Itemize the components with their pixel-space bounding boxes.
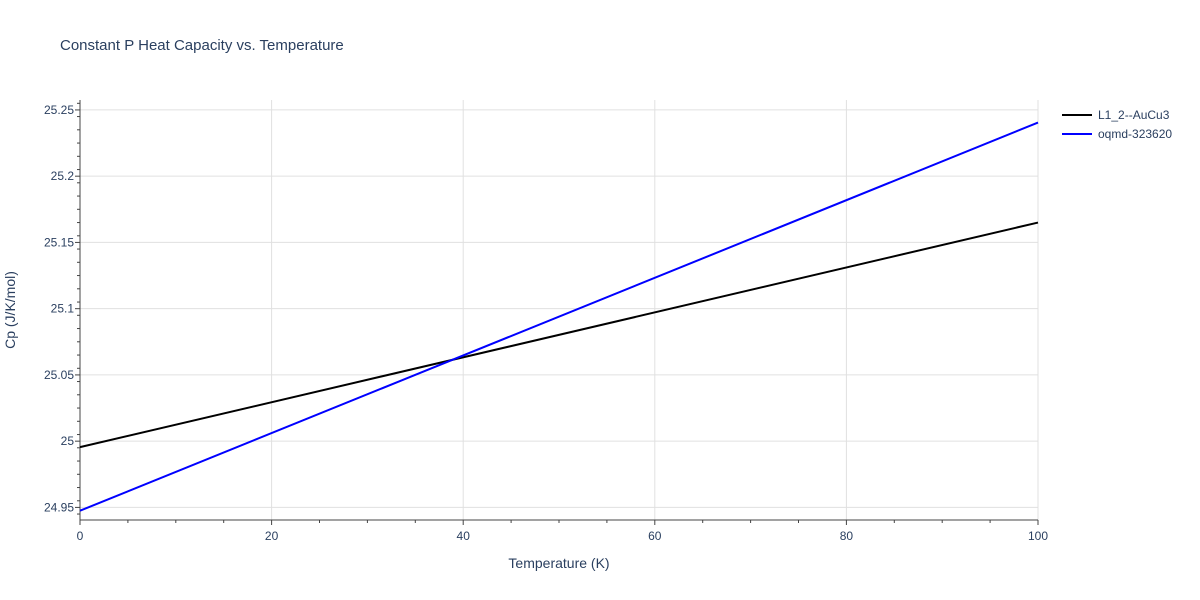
x-tick-label: 80: [840, 529, 854, 543]
series-layer: [79, 121, 1039, 512]
chart-title: Constant P Heat Capacity vs. Temperature: [60, 37, 344, 54]
y-tick-label: 25.25: [44, 103, 74, 117]
x-axis-title: Temperature (K): [508, 555, 609, 571]
x-tick-label: 40: [457, 529, 471, 543]
y-tick-label: 25.2: [51, 169, 75, 183]
y-tick-label: 25: [61, 434, 75, 448]
grid-layer: [80, 100, 1039, 520]
y-tick-label: 25.1: [51, 302, 75, 316]
legend[interactable]: L1_2--AuCu3 oqmd-323620: [1062, 108, 1172, 141]
y-axis-title: Cp (J/K/mol): [2, 271, 18, 349]
series-line: [79, 121, 1039, 512]
legend-label[interactable]: oqmd-323620: [1098, 127, 1172, 141]
x-tick-label: 60: [648, 529, 662, 543]
x-tick-label: 100: [1028, 529, 1048, 543]
y-tick-label: 25.15: [44, 235, 74, 249]
y-tick-label: 24.95: [44, 500, 74, 514]
legend-label[interactable]: L1_2--AuCu3: [1098, 108, 1170, 122]
axis-layer: 0 20 40 60 80 100 24.95 25 25.05 25.1 25.15 25.2 25.…: [44, 100, 1048, 543]
x-tick-label: 0: [77, 529, 84, 543]
x-tick-label: 20: [265, 529, 279, 543]
series-line: [79, 221, 1039, 449]
y-tick-label: 25.05: [44, 368, 74, 382]
